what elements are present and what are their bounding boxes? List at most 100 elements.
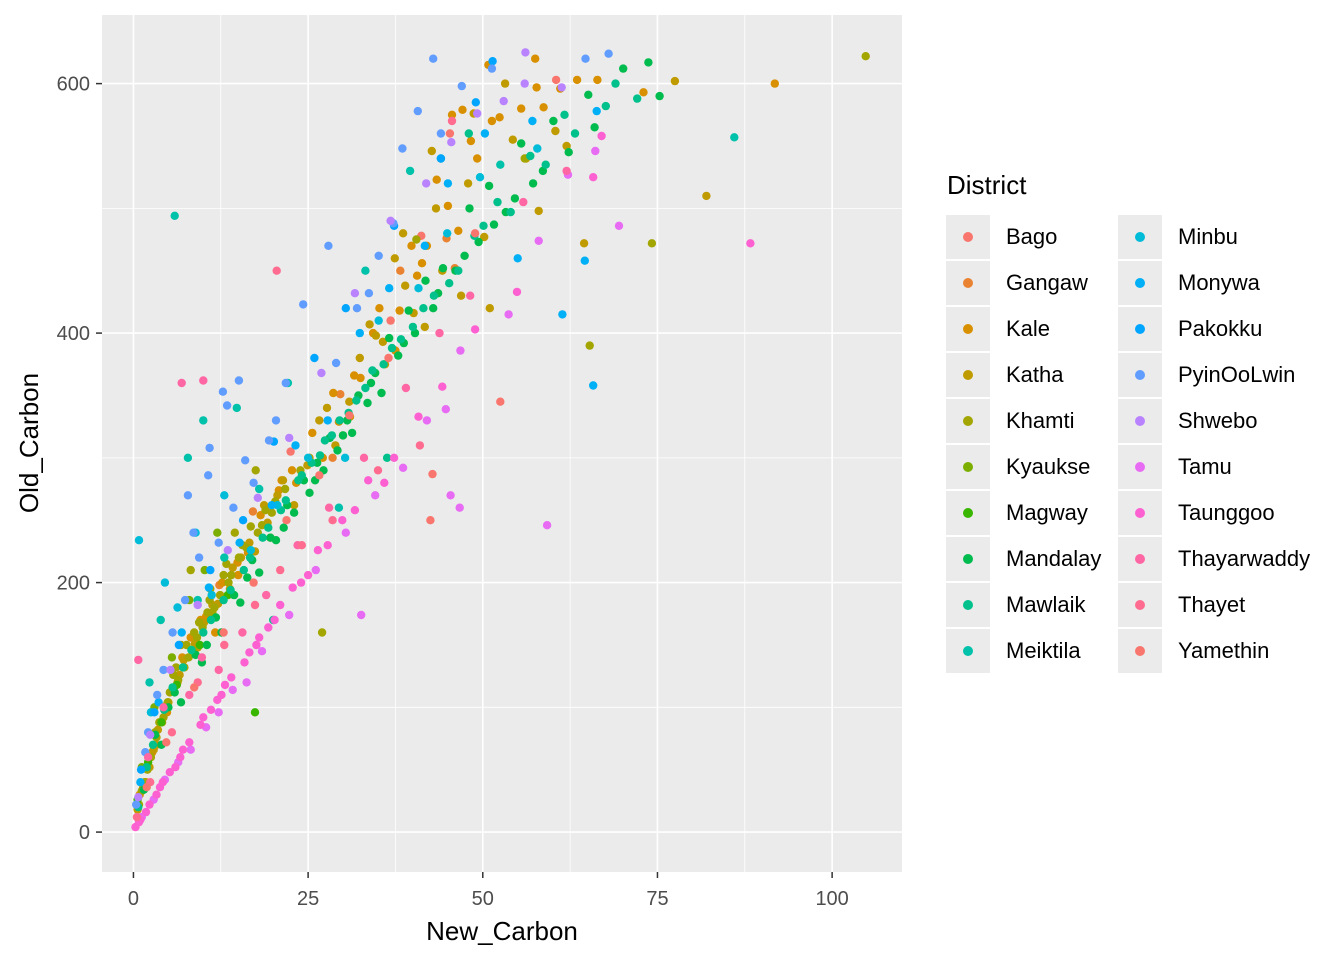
data-point [404,306,413,315]
legend-item: Meiktila [946,628,1118,674]
data-point [204,471,213,480]
data-point [272,266,281,275]
data-point [162,738,171,747]
data-point [199,376,208,385]
x-tick-label: 100 [815,888,848,910]
data-point [368,366,377,375]
data-point [436,129,446,138]
data-point [454,226,463,235]
data-point [480,129,490,138]
x-tick-label: 50 [472,888,494,910]
data-point [222,401,232,410]
data-point [378,337,388,346]
data-point [414,284,423,293]
legend-title: District [947,170,1027,200]
legend-label: Kale [1006,316,1051,341]
data-point [562,166,571,176]
data-point [132,800,141,809]
data-point [395,306,404,315]
data-point [177,378,186,388]
data-point [146,730,155,739]
data-point [167,728,177,737]
data-point [328,453,337,462]
data-point [572,75,582,85]
data-point [363,398,372,408]
legend-key [1118,399,1162,443]
data-point [592,106,601,116]
data-point [183,491,193,500]
data-point [134,793,143,802]
data-point [581,54,590,63]
data-point [143,753,153,762]
legend-item: Khamti [946,398,1118,444]
data-point [447,110,457,120]
data-point [220,640,229,650]
data-point [401,281,410,290]
data-point [132,812,142,822]
data-point [250,708,260,717]
data-point [487,64,497,73]
data-point [289,501,299,510]
legend-item: Bago [946,214,1118,260]
data-point [510,194,520,203]
data-point [500,79,510,88]
x-axis-ticks: 0 25 50 75 100 [128,872,849,910]
legend-dot-icon [1135,554,1145,564]
legend-key [946,491,990,535]
data-point [141,807,151,817]
data-point [365,320,374,329]
data-point [150,708,159,717]
data-point [243,573,252,582]
data-point [389,453,399,462]
data-point [287,466,297,475]
series-pyinoolwin [132,49,613,809]
data-point [557,83,566,92]
data-point [214,665,223,675]
data-point [496,160,505,169]
data-point [396,266,405,275]
data-point [385,333,394,343]
data-point [380,478,389,487]
data-point [229,503,238,512]
data-point [532,83,541,92]
data-point [156,615,165,625]
data-point [145,800,154,809]
legend-label: Meiktila [1006,638,1081,663]
data-point [255,484,264,494]
data-point [199,416,208,425]
data-point [579,239,589,248]
data-point [398,229,408,238]
legend-dot-icon [963,600,973,610]
data-point [214,708,223,717]
data-point [167,653,177,662]
data-point [195,640,204,650]
legend-item: Monywa [1118,260,1290,306]
legend-label: Kyaukse [1006,454,1091,479]
data-point [206,565,215,575]
data-point [280,484,290,494]
data-point [218,387,228,396]
data-point [702,191,711,201]
data-point [338,431,348,440]
data-point [296,578,306,587]
data-point [359,453,369,462]
data-point [528,116,537,126]
data-point [580,256,589,265]
data-point [473,154,482,163]
data-point [220,491,229,500]
data-point [386,316,395,325]
data-point [506,207,515,217]
y-tick-label: 600 [57,74,90,96]
data-point [479,221,488,230]
legend-key [1118,215,1162,259]
legend-dot-icon [1135,416,1145,426]
data-point [558,310,567,319]
legend-dot-icon [1135,600,1145,610]
legend-dot-icon [963,646,973,656]
legend-key [1118,353,1162,397]
data-point [591,146,600,156]
data-point [199,628,208,637]
data-point [429,54,438,63]
legend-dot-icon [963,324,973,334]
data-point [255,568,264,577]
